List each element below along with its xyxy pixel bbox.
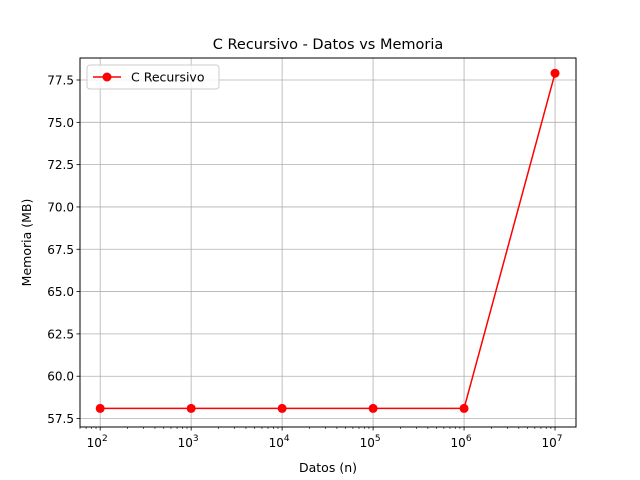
- data-point: [277, 403, 287, 413]
- x-tick-exponent: 3: [193, 434, 199, 444]
- y-tick-label: 77.5: [47, 74, 74, 88]
- series-layer: [95, 68, 560, 413]
- plot-frame: [79, 57, 577, 428]
- y-tick-label: 65.0: [47, 285, 74, 299]
- legend: C Recursivo: [86, 64, 220, 90]
- series-line: [100, 73, 556, 410]
- y-tick-label: 67.5: [47, 243, 74, 257]
- y-axis-label: Memoria (MB): [19, 199, 34, 287]
- data-point: [95, 403, 105, 413]
- data-point: [368, 403, 378, 413]
- grid-lines: [80, 58, 576, 427]
- x-tick-exponent: 7: [557, 434, 563, 444]
- data-point: [550, 68, 560, 78]
- x-tick-exponent: 4: [284, 434, 290, 444]
- legend-label: C Recursivo: [131, 70, 204, 85]
- y-tick-label: 57.5: [47, 412, 74, 426]
- chart-title: C Recursivo - Datos vs Memoria: [213, 37, 444, 53]
- data-point: [186, 403, 196, 413]
- y-tick-label: 70.0: [47, 200, 74, 214]
- y-tick-label: 60.0: [47, 370, 74, 384]
- y-tick-label: 75.0: [47, 116, 74, 130]
- x-tick-exponent: 6: [466, 434, 472, 444]
- x-tick-exponent: 5: [375, 434, 381, 444]
- legend-box: [86, 64, 220, 90]
- y-tick-label: 72.5: [47, 158, 74, 172]
- legend-marker-swatch: [102, 72, 112, 82]
- x-axis-label: Datos (n): [299, 460, 357, 475]
- x-tick-exponent: 2: [102, 434, 108, 444]
- data-point: [459, 403, 469, 413]
- y-axis-ticks: 57.5 60.0 62.5 65.0 67.5 70.0 72.5 75.0 77.5: [47, 74, 80, 426]
- y-tick-label: 62.5: [47, 327, 74, 341]
